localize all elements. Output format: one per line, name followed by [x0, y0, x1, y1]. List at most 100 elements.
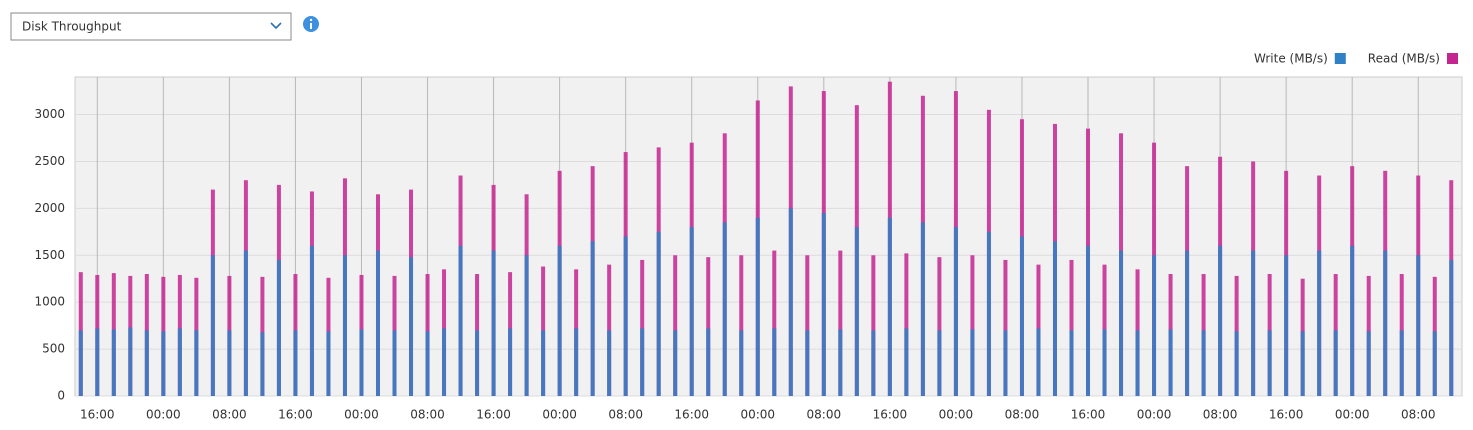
- x-tick-label: 16:00: [80, 408, 115, 422]
- x-tick-label: 08:00: [1005, 408, 1040, 422]
- spike: [1102, 329, 1107, 396]
- spike: [937, 330, 942, 396]
- x-tick-label: 08:00: [410, 408, 445, 422]
- spike: [1052, 241, 1057, 396]
- legend-swatch: [1447, 53, 1458, 64]
- spike: [95, 328, 100, 396]
- spike: [409, 257, 414, 396]
- spike: [1366, 331, 1371, 396]
- spike: [210, 255, 215, 396]
- spike: [1201, 330, 1206, 396]
- spike: [970, 329, 975, 396]
- spike: [1036, 328, 1041, 396]
- spike: [904, 328, 909, 396]
- spike: [1003, 330, 1008, 396]
- spike: [1350, 245, 1355, 396]
- y-tick-label: 0: [57, 389, 65, 403]
- spike: [805, 330, 810, 396]
- spike: [194, 330, 199, 396]
- spike: [1317, 250, 1322, 396]
- dropdown[interactable]: [10, 12, 292, 41]
- x-tick-label: 00:00: [740, 408, 775, 422]
- x-tick-label: 16:00: [476, 408, 511, 422]
- spike: [772, 250, 777, 396]
- spike: [755, 217, 760, 396]
- x-tick-label: 00:00: [1137, 408, 1172, 422]
- spike: [326, 331, 331, 396]
- legend-swatch: [1334, 53, 1346, 64]
- spike: [838, 329, 843, 396]
- spike: [854, 227, 859, 396]
- spike: [442, 328, 447, 396]
- legend-label: Read (MB/s): [1368, 52, 1440, 66]
- spike: [293, 330, 298, 396]
- spike: [524, 255, 529, 396]
- spike: [607, 330, 612, 396]
- spike: [359, 329, 364, 396]
- y-tick-label: 1000: [34, 295, 65, 309]
- spike: [1383, 250, 1388, 396]
- spike: [871, 330, 876, 396]
- spike: [986, 231, 991, 396]
- spike: [1218, 245, 1223, 396]
- info-icon-bar: [310, 23, 312, 29]
- spike: [739, 330, 744, 396]
- spike: [706, 257, 711, 396]
- spike: [739, 255, 744, 396]
- spike: [904, 253, 909, 396]
- spike: [1152, 255, 1157, 396]
- spike: [623, 236, 628, 396]
- x-tick-label: 16:00: [674, 408, 709, 422]
- spike: [590, 241, 595, 396]
- spike: [177, 328, 182, 396]
- x-tick-label: 16:00: [873, 408, 908, 422]
- x-tick-label: 08:00: [1203, 408, 1238, 422]
- x-tick-label: 00:00: [542, 408, 577, 422]
- spike: [1267, 330, 1272, 396]
- spike: [1432, 331, 1437, 396]
- spike: [1168, 329, 1173, 396]
- x-tick-label: 00:00: [146, 408, 181, 422]
- spike: [1234, 331, 1239, 396]
- spike: [656, 231, 661, 396]
- spike: [871, 255, 876, 396]
- x-tick-label: 16:00: [278, 408, 313, 422]
- x-tick-label: 08:00: [807, 408, 842, 422]
- spike: [1069, 330, 1074, 396]
- spike: [673, 330, 678, 396]
- x-tick-label: 08:00: [212, 408, 247, 422]
- spike: [1300, 331, 1305, 396]
- spike: [1086, 245, 1091, 396]
- x-tick-label: 00:00: [939, 408, 974, 422]
- info-icon-dot: [309, 18, 313, 22]
- y-tick-label: 3000: [34, 107, 65, 121]
- spike: [689, 227, 694, 396]
- spike: [1416, 255, 1421, 396]
- x-tick-label: 16:00: [1269, 408, 1304, 422]
- spike: [111, 329, 116, 396]
- x-tick-label: 00:00: [344, 408, 379, 422]
- spike: [128, 327, 133, 396]
- spike: [937, 257, 942, 396]
- spike: [392, 330, 397, 396]
- spike: [1251, 250, 1256, 396]
- spike: [1399, 330, 1404, 396]
- spike: [887, 217, 892, 396]
- spike: [475, 330, 480, 396]
- dropdown-chevron: [270, 22, 282, 30]
- spike: [227, 330, 232, 396]
- spike: [1333, 330, 1338, 396]
- spike: [640, 328, 645, 396]
- spike: [276, 259, 281, 396]
- spike: [722, 222, 727, 396]
- spike: [342, 255, 347, 396]
- spike: [838, 250, 843, 396]
- spike: [1135, 330, 1140, 396]
- x-tick-label: 08:00: [608, 408, 643, 422]
- spike: [425, 331, 430, 396]
- spike: [1185, 250, 1190, 396]
- spike: [144, 330, 149, 396]
- spike: [260, 332, 265, 396]
- spike: [508, 328, 513, 396]
- spike: [1449, 259, 1454, 396]
